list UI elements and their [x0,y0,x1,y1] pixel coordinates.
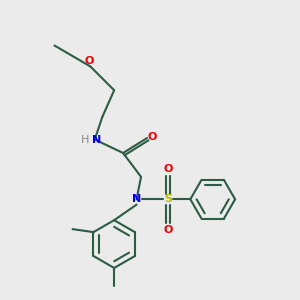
Text: O: O [163,164,172,174]
Text: N: N [132,194,141,204]
Text: O: O [84,56,94,66]
Text: O: O [148,132,157,142]
Text: S: S [164,194,172,204]
Text: H: H [81,134,89,145]
Text: O: O [163,225,172,235]
Text: N: N [92,134,101,145]
